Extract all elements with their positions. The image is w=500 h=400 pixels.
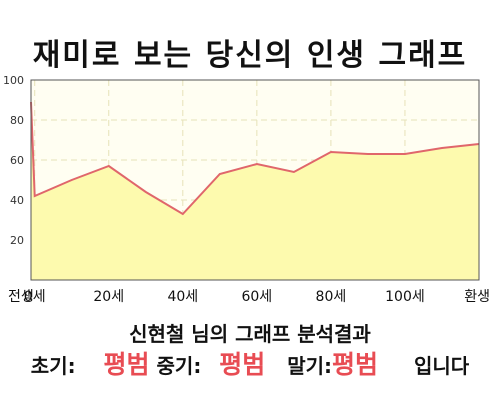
x-tick-label: 전생 (8, 289, 34, 305)
x-tick-label: 20세 (93, 289, 124, 305)
y-tick-label: 80 (10, 114, 24, 127)
y-tick-label: 40 (10, 194, 24, 207)
late-label: 말기: (287, 354, 333, 378)
result-suffix: 입니다 (414, 354, 470, 378)
middle-value: 평범 (219, 350, 266, 379)
x-tick-label: 80세 (316, 289, 347, 305)
y-tick-label: 60 (10, 154, 24, 167)
x-tick-label: 40세 (167, 289, 198, 305)
x-tick-label: 환생 (464, 289, 490, 305)
plot-area (30, 79, 480, 281)
life-area-fill (31, 102, 479, 280)
life-line-series (30, 101, 480, 216)
early-label: 초기: (30, 354, 76, 378)
x-tick-label: 60세 (241, 289, 272, 305)
plot-border (30, 79, 480, 281)
x-tick-label: 100세 (385, 289, 425, 305)
late-value: 평범 (332, 350, 379, 379)
y-tick-label: 100 (3, 74, 24, 87)
result-summary: 초기: 평범 중기: 평범 말기:평범 입니다 (0, 345, 500, 381)
y-axis-ticks: 20 40 60 80 100 (3, 74, 24, 247)
page-title: 재미로 보는 당신의 인생 그래프 (32, 38, 468, 73)
x-tick-label: 0세 (24, 289, 46, 305)
result-heading: 신현철 님의 그래프 분석결과 (129, 322, 371, 346)
middle-label: 중기: (156, 354, 202, 378)
early-value: 평범 (103, 350, 150, 379)
y-tick-label: 20 (10, 234, 24, 247)
